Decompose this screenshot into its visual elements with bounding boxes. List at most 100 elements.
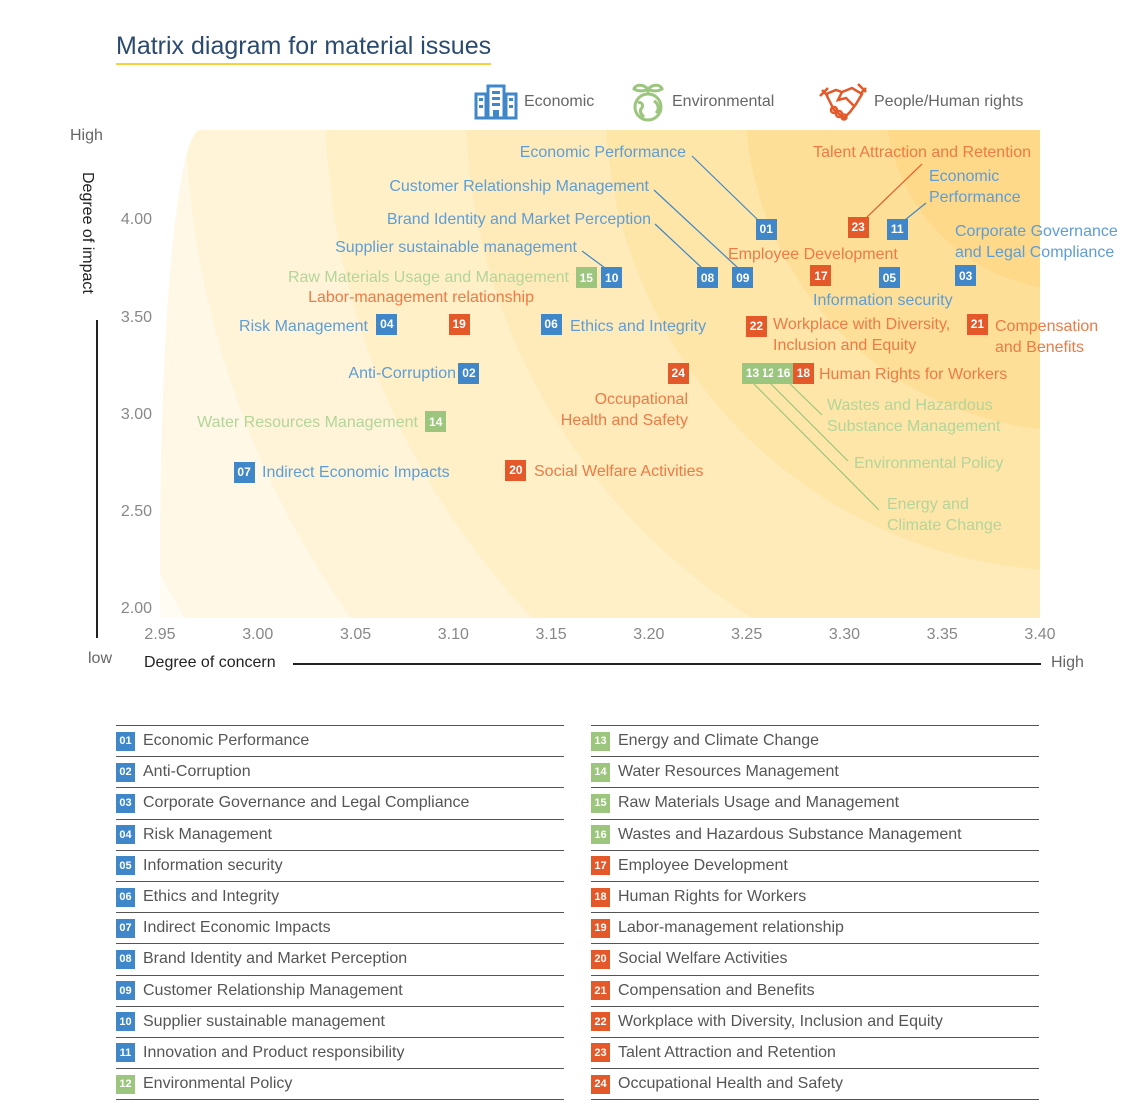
issue-number-badge: 13 — [591, 731, 610, 751]
marker-24[interactable]: 24 — [667, 362, 689, 384]
issue-number-badge: 19 — [591, 918, 610, 938]
issue-number-badge: 17 — [591, 856, 610, 876]
marker-11[interactable]: 11 — [886, 218, 908, 240]
point-label-07: Indirect Economic Impacts — [262, 464, 450, 481]
issue-list-item: 09 Customer Relationship Management — [116, 974, 564, 1006]
issue-number-badge: 24 — [591, 1074, 610, 1094]
marker-01[interactable]: 01 — [755, 218, 777, 240]
issue-number-badge: 01 — [116, 731, 135, 751]
marker-14[interactable]: 14 — [425, 411, 447, 433]
point-label-05: Information security — [813, 292, 953, 309]
marker-16[interactable]: 16 — [773, 362, 795, 384]
office-building-icon — [474, 84, 518, 120]
marker-02[interactable]: 02 — [458, 362, 480, 384]
x-tick-label: 3.30 — [828, 626, 860, 643]
issue-number-badge: 22 — [591, 1012, 610, 1032]
marker-07[interactable]: 07 — [233, 461, 255, 483]
marker-06[interactable]: 06 — [540, 313, 562, 335]
point-label-24: Occupational Health and Safety — [560, 391, 688, 429]
issue-name: Labor-management relationship — [618, 919, 844, 937]
legend-environmental: Environmental — [630, 82, 774, 122]
marker-05[interactable]: 05 — [878, 267, 900, 289]
issue-list-item: 07 Indirect Economic Impacts — [116, 912, 564, 943]
issue-list-item: 02 Anti-Corruption — [116, 756, 564, 787]
marker-13[interactable]: 13 — [742, 362, 764, 384]
issue-name: Customer Relationship Management — [143, 981, 403, 999]
legend-label: Environmental — [672, 93, 775, 110]
issue-list-item: 19 Labor-management relationship — [591, 912, 1039, 943]
issue-name: Corporate Governance and Legal Complianc… — [143, 794, 470, 812]
issue-name: Ethics and Integrity — [143, 888, 280, 906]
marker-08[interactable]: 08 — [697, 267, 719, 289]
issue-list-item: 05 Information security — [116, 849, 564, 881]
marker-15[interactable]: 15 — [575, 267, 597, 289]
x-axis-title: Degree of concern — [144, 654, 276, 671]
issue-number-badge: 02 — [116, 762, 135, 782]
issue-name: Energy and Climate Change — [618, 732, 820, 750]
issue-number-badge: 20 — [591, 949, 610, 969]
point-label-06: Ethics and Integrity — [570, 318, 707, 335]
issue-list-item: 06 Ethics and Integrity — [116, 880, 564, 912]
marker-19[interactable]: 19 — [448, 313, 470, 335]
issue-number-badge: 03 — [116, 793, 135, 813]
issue-number-badge: 18 — [591, 887, 610, 907]
issue-name: Environmental Policy — [143, 1075, 293, 1093]
leader-line-23 — [865, 163, 923, 219]
issue-number-badge: 21 — [591, 981, 610, 1001]
page-title: Matrix diagram for material issues — [116, 32, 492, 65]
marker-10[interactable]: 10 — [601, 267, 623, 289]
marker-21[interactable]: 21 — [966, 313, 988, 335]
issue-number-badge: 10 — [116, 1012, 135, 1032]
marker-09[interactable]: 09 — [732, 267, 754, 289]
issue-name: Supplier sustainable management — [143, 1012, 385, 1030]
y-tick-label: 4.00 — [120, 211, 152, 229]
issue-list-item: 12 Environmental Policy — [116, 1068, 564, 1099]
y-tick-label: 2.50 — [120, 503, 152, 520]
marker-22[interactable]: 22 — [745, 315, 767, 337]
point-label-23: Talent Attraction and Retention — [813, 144, 1031, 161]
marker-20[interactable]: 20 — [505, 459, 527, 481]
issue-name: Innovation and Product responsibility — [143, 1043, 405, 1061]
x-tick-label: 2.95 — [144, 626, 176, 643]
x-axis-low-label: low — [88, 650, 113, 667]
point-label-01: Economic Performance — [519, 144, 686, 161]
leader-line-01 — [691, 155, 759, 221]
issue-name: Occupational Health and Safety — [618, 1075, 844, 1093]
marker-18[interactable]: 18 — [792, 362, 814, 384]
issue-number-badge: 11 — [116, 1043, 135, 1063]
y-axis-high-label: High — [70, 127, 103, 144]
issue-list-item: 22 Workplace with Diversity, Inclusion an… — [591, 1005, 1039, 1037]
issue-list-item: 17 Employee Development — [591, 849, 1039, 881]
y-tick-label: 2.00 — [120, 600, 152, 618]
legend-economic: Economic — [474, 82, 594, 122]
y-tick-label: 3.00 — [120, 405, 152, 423]
point-label-04: Risk Management — [239, 318, 368, 335]
leader-lines — [581, 155, 927, 511]
issue-name: Indirect Economic Impacts — [143, 919, 331, 937]
y-axis-line — [96, 320, 98, 638]
issue-list-item: 01 Economic Performance — [116, 725, 564, 756]
x-tick-label: 3.05 — [339, 626, 372, 643]
marker-04[interactable]: 04 — [376, 313, 398, 335]
issue-name: Workplace with Diversity, Inclusion and … — [618, 1012, 943, 1030]
x-tick-label: 3.25 — [731, 626, 763, 643]
issue-list-item: 16 Wastes and Hazardous Substance Managem… — [591, 818, 1039, 850]
issue-name: Employee Development — [618, 856, 788, 874]
point-label-09: Customer Relationship Management — [389, 178, 649, 195]
y-axis-title: Degree of impact — [79, 172, 96, 294]
legend-label: Economic — [524, 93, 595, 110]
issue-list-item: 13 Energy and Climate Change — [591, 725, 1039, 756]
issue-name: Wastes and Hazardous Substance Managemen… — [618, 825, 962, 843]
issue-list-item: 11 Innovation and Product responsibility — [116, 1036, 564, 1068]
point-label-18: Human Rights for Workers — [819, 366, 1008, 383]
sprout-globe-icon — [632, 83, 664, 122]
marker-17[interactable]: 17 — [810, 265, 832, 287]
issue-name: Risk Management — [143, 825, 272, 843]
point-label-13: Energy and Climate Change — [887, 496, 1002, 534]
leader-line-16 — [787, 381, 823, 416]
x-tick-label: 3.35 — [926, 626, 958, 643]
x-axis-line — [293, 663, 1041, 665]
marker-23[interactable]: 23 — [847, 216, 869, 238]
marker-03[interactable]: 03 — [955, 265, 977, 287]
point-label-22: Workplace with Diversity, Inclusion and … — [773, 316, 951, 354]
